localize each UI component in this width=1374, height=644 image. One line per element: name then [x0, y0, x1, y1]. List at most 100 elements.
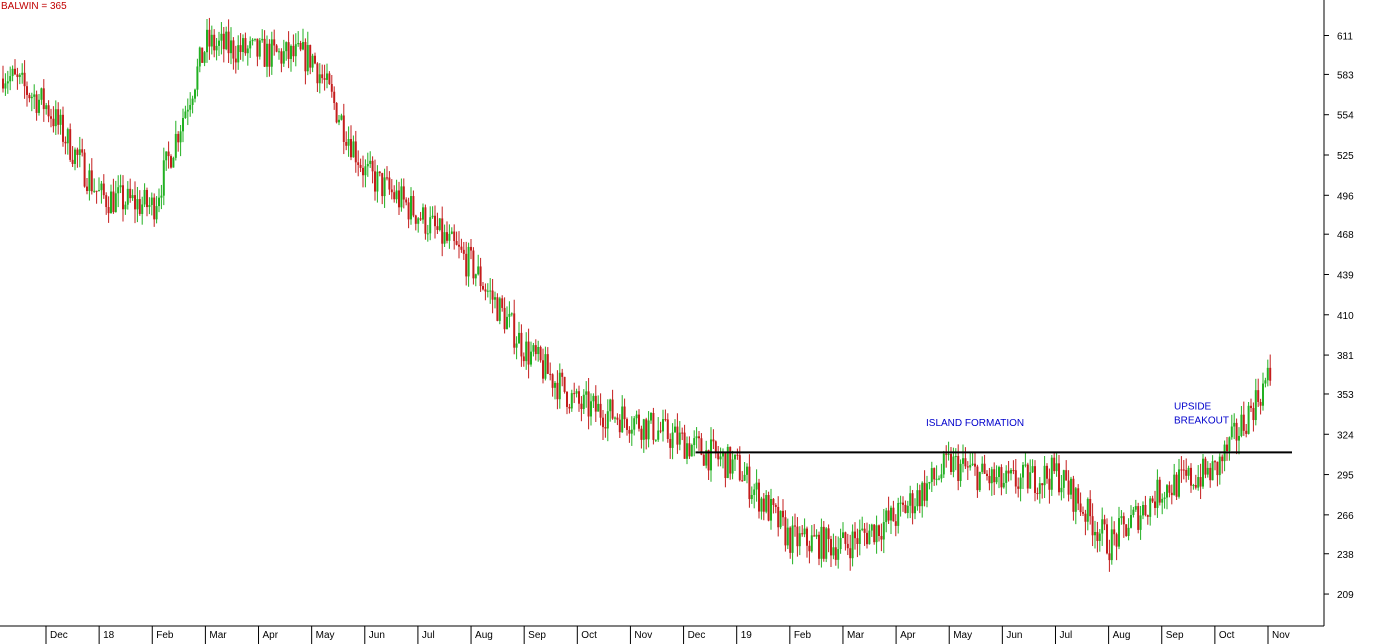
candle-body — [911, 493, 914, 514]
y-tick-label: 410 — [1337, 311, 1354, 322]
candle-body — [743, 474, 746, 481]
candle-body — [431, 215, 434, 218]
candle-body — [38, 99, 40, 113]
candle-body — [1053, 457, 1056, 472]
candle-body — [455, 241, 458, 245]
annotation-text: UPSIDE BREAKOUT — [1174, 401, 1229, 426]
candle-body — [590, 401, 592, 417]
candle-body — [42, 88, 45, 110]
candle-body — [374, 171, 376, 192]
candle-body — [172, 157, 175, 168]
candle-body — [609, 399, 612, 412]
candle-body — [138, 199, 141, 214]
y-tick-label: 496 — [1337, 191, 1354, 202]
candle-body — [256, 38, 259, 57]
candle-body — [707, 450, 710, 471]
candle-body — [1115, 534, 1118, 547]
candle-body — [654, 439, 657, 441]
candle-body — [88, 170, 91, 191]
x-tick-label: Sep — [528, 630, 546, 641]
candle-body — [1245, 430, 1248, 434]
candle-body — [834, 547, 837, 560]
candle-body — [926, 483, 928, 501]
candle-body — [666, 419, 669, 439]
candle-body — [947, 453, 950, 455]
candle-body — [1070, 478, 1072, 495]
candle-body — [868, 530, 871, 545]
x-tick-label: Dec — [688, 630, 706, 641]
candle-body — [165, 151, 168, 161]
candle-body — [705, 450, 708, 466]
annotation-text: ISLAND FORMATION — [926, 418, 1024, 429]
candle-body — [532, 345, 535, 352]
candle-body — [1125, 524, 1128, 536]
candle-body — [635, 414, 638, 419]
candle-body — [362, 167, 364, 176]
candle-body — [774, 505, 777, 507]
x-tick-label: Jun — [1006, 630, 1022, 641]
candle-body — [74, 149, 76, 164]
candle-body — [268, 43, 271, 67]
candle-body — [1247, 405, 1250, 434]
candle-body — [1098, 533, 1101, 541]
candle-body — [690, 445, 693, 457]
candle-body — [210, 34, 213, 47]
candle-body — [998, 467, 1000, 478]
candle-body — [141, 204, 144, 214]
candle-body — [102, 183, 105, 196]
y-tick-label: 266 — [1337, 511, 1354, 522]
candle-body — [232, 40, 235, 59]
candle-body — [921, 482, 924, 507]
candle-body — [498, 298, 501, 321]
candle-body — [558, 372, 561, 400]
x-tick-label: Mar — [847, 630, 865, 641]
candle-body — [866, 532, 868, 545]
candle-body — [1082, 512, 1084, 514]
candle-body — [993, 469, 996, 483]
candle-body — [340, 115, 343, 120]
candle-body — [549, 373, 552, 375]
candle-body — [748, 466, 751, 500]
candle-body — [630, 429, 633, 434]
candle-body — [914, 506, 916, 514]
candle-body — [316, 63, 319, 84]
candle-body — [510, 313, 513, 315]
candle-body — [186, 109, 189, 112]
candle-body — [1204, 458, 1207, 475]
candle-body — [242, 38, 244, 53]
candle-body — [839, 538, 842, 550]
candle-body — [801, 533, 804, 535]
candle-body — [422, 207, 424, 220]
candle-body — [158, 197, 160, 207]
candle-body — [429, 217, 432, 234]
candle-body — [772, 498, 775, 506]
candle-body — [285, 42, 288, 52]
candle-body — [887, 510, 890, 521]
y-tick-label: 353 — [1337, 390, 1354, 401]
candle-body — [503, 307, 506, 330]
candle-body — [318, 74, 321, 84]
candle-body — [148, 204, 151, 208]
candle-body — [650, 412, 652, 421]
candle-body — [573, 393, 576, 395]
candle-body — [419, 218, 422, 220]
candle-body — [1096, 531, 1099, 541]
candle-body — [1130, 514, 1132, 528]
candle-body — [599, 403, 602, 418]
candle-body — [702, 454, 705, 466]
candle-body — [568, 406, 571, 409]
candle-body — [736, 454, 739, 456]
candle-body — [482, 286, 484, 290]
candle-body — [515, 343, 518, 348]
candle-body — [933, 468, 936, 480]
candle-body — [282, 51, 285, 64]
candle-body — [371, 160, 374, 172]
candle-body — [117, 187, 120, 194]
candle-body — [364, 166, 367, 176]
candle-body — [974, 463, 976, 467]
candle-body — [770, 498, 772, 521]
candle-body — [417, 218, 420, 224]
candle-body — [945, 453, 948, 455]
candle-body — [57, 109, 60, 125]
candle-body — [122, 185, 124, 210]
